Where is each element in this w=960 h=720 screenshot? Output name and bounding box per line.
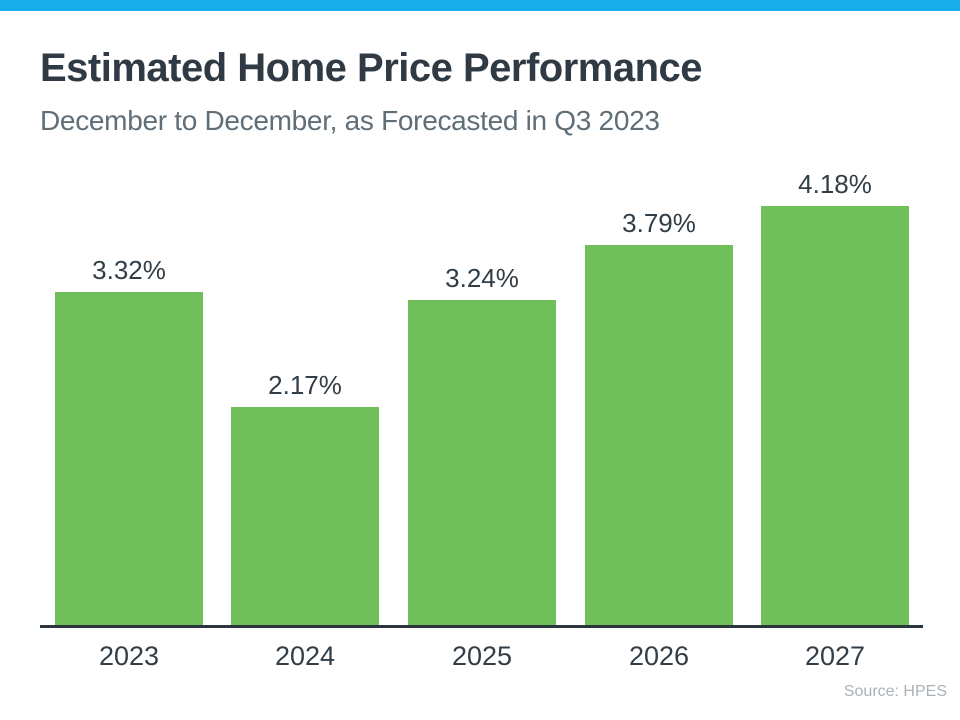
source-credit: Source: HPES bbox=[843, 683, 947, 700]
x-tick-label-2025: 2025 bbox=[451, 641, 513, 671]
x-tick-label-2023: 2023 bbox=[98, 641, 160, 671]
x-tick-label-2024: 2024 bbox=[274, 641, 336, 671]
bar-value-label-2023: 3.32% bbox=[92, 255, 166, 285]
x-tick-label-2027: 2027 bbox=[804, 641, 866, 671]
bar-2026 bbox=[585, 245, 733, 625]
bar-2024 bbox=[231, 407, 379, 625]
chart-subtitle: December to December, as Forecasted in Q… bbox=[40, 105, 660, 136]
bar-2023 bbox=[55, 292, 203, 625]
x-axis-line bbox=[40, 625, 923, 628]
bar-2027 bbox=[761, 206, 909, 625]
bar-value-label-2024: 2.17% bbox=[268, 370, 342, 400]
x-tick-label-2026: 2026 bbox=[628, 641, 690, 671]
bar-2025 bbox=[408, 300, 556, 625]
chart-title: Estimated Home Price Performance bbox=[40, 46, 703, 90]
bar-value-label-2027: 4.18% bbox=[798, 169, 872, 199]
brand-accent-bar bbox=[0, 0, 960, 11]
bar-value-label-2026: 3.79% bbox=[622, 208, 696, 238]
bar-value-label-2025: 3.24% bbox=[445, 263, 519, 293]
